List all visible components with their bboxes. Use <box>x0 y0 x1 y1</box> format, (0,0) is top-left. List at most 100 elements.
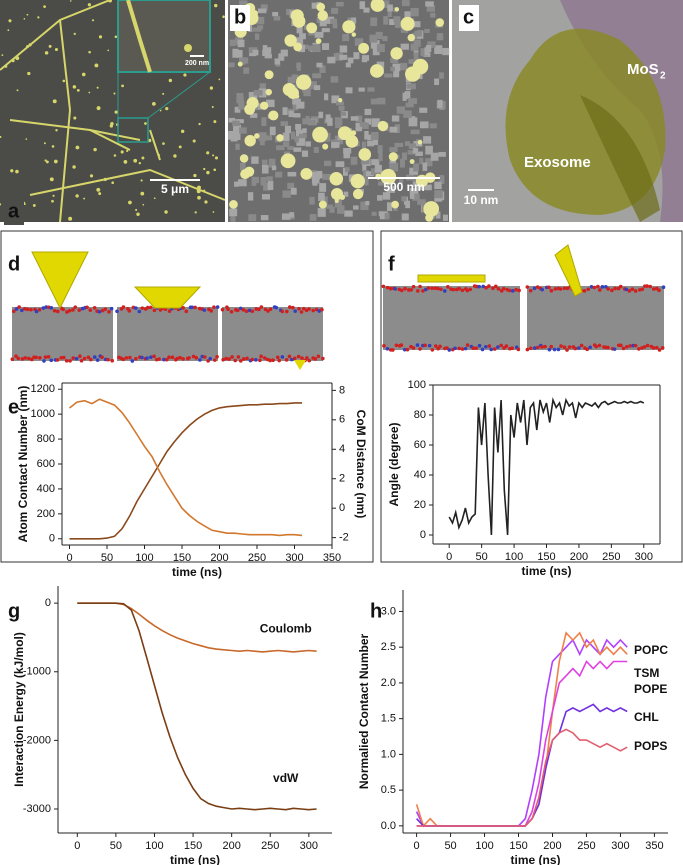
particle <box>350 130 357 136</box>
particle <box>237 61 243 67</box>
grain <box>389 126 398 133</box>
lipid-head <box>198 358 202 362</box>
particle <box>300 167 313 180</box>
lipid-head <box>480 347 485 352</box>
lipid-head <box>202 308 207 312</box>
grain <box>337 205 345 214</box>
y2-tick-label: -2 <box>339 532 349 544</box>
particle <box>318 200 327 209</box>
lipid-head <box>52 308 57 313</box>
grain <box>394 142 404 148</box>
grain <box>291 74 299 80</box>
membrane <box>527 286 664 350</box>
lipid-head <box>477 284 481 289</box>
lipid-head <box>492 347 497 351</box>
lipid-head <box>78 354 82 358</box>
grain <box>269 126 276 136</box>
lipid-head <box>61 307 65 312</box>
lipid-head <box>409 288 413 292</box>
lipid-head <box>145 356 149 360</box>
lipid-head <box>399 343 404 347</box>
lipid-head <box>457 286 461 291</box>
grain <box>442 214 448 221</box>
grain <box>410 129 420 135</box>
x-tick-label: 200 <box>543 840 561 852</box>
particle <box>10 169 14 173</box>
lipid-head <box>268 358 272 363</box>
lipid-head <box>241 308 246 312</box>
particle <box>425 203 435 213</box>
panel-label: a <box>8 200 20 222</box>
x-tick-label: 350 <box>323 552 341 564</box>
lipid-head <box>107 310 111 314</box>
y-tick-label: 0 <box>49 533 55 545</box>
lipid-head <box>598 288 602 292</box>
particle <box>246 97 259 110</box>
lipid-head <box>453 346 457 351</box>
particle <box>107 49 110 52</box>
particle <box>44 51 49 55</box>
grain <box>331 95 340 104</box>
particle <box>140 179 143 182</box>
grain <box>425 145 433 155</box>
particle <box>23 18 26 20</box>
lipid-head <box>193 305 197 310</box>
y-tick-label: 100 <box>408 379 426 391</box>
particle <box>213 168 217 172</box>
lipid-head <box>585 347 589 352</box>
grain <box>412 147 419 154</box>
grain <box>287 171 297 177</box>
lipid-head <box>399 288 404 293</box>
lipid-head <box>271 358 275 363</box>
lipid-head <box>516 347 521 352</box>
lipid-head <box>460 347 465 351</box>
lipid-head <box>558 287 563 291</box>
grain <box>239 127 247 134</box>
y-tick-label: 0.0 <box>381 820 396 832</box>
particle <box>15 169 19 174</box>
lipid-head <box>254 358 258 362</box>
grain <box>413 163 419 172</box>
lipid-head <box>296 354 301 359</box>
grain <box>236 96 244 104</box>
y2-tick-label: 8 <box>339 384 345 396</box>
grain <box>228 117 236 123</box>
particle <box>254 133 260 139</box>
lipid-head <box>259 305 264 309</box>
particle <box>54 47 59 52</box>
grain <box>408 143 416 149</box>
lipid-head <box>236 355 241 359</box>
grain <box>369 34 378 43</box>
lipid-head <box>121 305 126 309</box>
grain <box>229 39 236 47</box>
lipid-head <box>645 284 649 288</box>
panel-label-bg <box>230 5 250 31</box>
particle <box>292 14 306 28</box>
particle <box>128 200 132 205</box>
y-axis-title: Normalied Contact Number <box>357 633 371 789</box>
particle <box>37 16 40 19</box>
lipid-head <box>280 309 285 314</box>
particle <box>142 203 145 206</box>
lipid-head <box>229 309 234 314</box>
grain <box>335 161 345 168</box>
lipid-head <box>34 355 38 360</box>
lipid-head <box>504 344 509 348</box>
lipid-head <box>597 343 602 348</box>
y-axis-title: Angle (degree) <box>387 422 401 506</box>
particle <box>49 177 54 182</box>
grain <box>392 63 401 72</box>
membrane-simulation <box>10 244 666 370</box>
lipid-head <box>215 305 220 309</box>
lipid-head <box>621 346 626 351</box>
particle <box>114 110 118 114</box>
particle <box>196 189 201 194</box>
series-line <box>416 660 628 827</box>
lipid-head <box>162 357 166 362</box>
grain <box>442 47 450 56</box>
lipid-head <box>628 344 632 348</box>
grain <box>324 160 332 167</box>
series-label: POPE <box>634 682 667 696</box>
grain <box>350 116 359 121</box>
lipid-head <box>496 345 500 349</box>
